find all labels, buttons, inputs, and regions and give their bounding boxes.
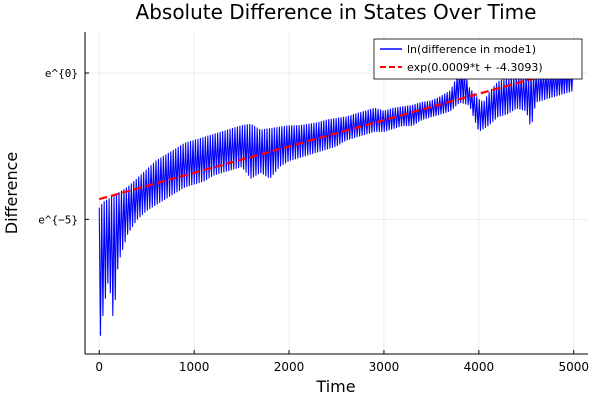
x-tick-label: 4000 xyxy=(464,360,495,374)
series-1-line xyxy=(98,64,574,336)
x-tick-label: 1000 xyxy=(179,360,210,374)
legend: ln(difference in mode1) exp(0.0009*t + -… xyxy=(373,38,583,80)
x-tick-label: 3000 xyxy=(369,360,400,374)
x-axis-label: Time xyxy=(315,377,355,396)
chart-title: Absolute Difference in States Over Time xyxy=(136,0,537,24)
x-ticks: 0 1000 2000 3000 4000 5000 xyxy=(95,350,589,374)
y-tick-label: e^{−5} xyxy=(38,213,78,226)
legend-box xyxy=(373,38,583,80)
x-tick-label: 0 xyxy=(95,360,103,374)
series-layer xyxy=(98,64,575,336)
series-2-fit-line xyxy=(98,66,575,201)
x-tick-label: 2000 xyxy=(274,360,305,374)
legend-label-series-1: ln(difference in mode1) xyxy=(407,43,536,56)
y-tick-label: e^{0} xyxy=(45,67,78,80)
y-ticks: e^{0} e^{−5} xyxy=(38,67,89,226)
x-tick-label: 5000 xyxy=(558,360,589,374)
legend-label-series-2: exp(0.0009*t + -4.3093) xyxy=(407,61,543,74)
y-axis-label: Difference xyxy=(2,152,21,234)
